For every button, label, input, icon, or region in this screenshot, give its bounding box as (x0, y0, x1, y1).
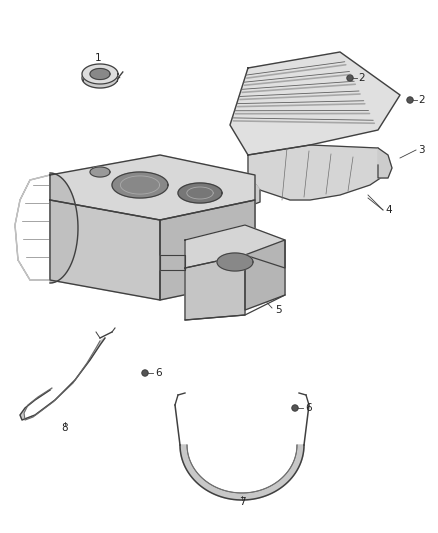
Text: 7: 7 (239, 497, 245, 507)
Polygon shape (178, 183, 222, 203)
Polygon shape (248, 145, 390, 200)
Polygon shape (160, 200, 255, 300)
Polygon shape (185, 225, 285, 268)
Text: 6: 6 (305, 403, 311, 413)
Polygon shape (245, 240, 285, 310)
Text: 3: 3 (418, 145, 424, 155)
Polygon shape (185, 255, 245, 320)
Polygon shape (180, 445, 304, 500)
Polygon shape (50, 200, 160, 300)
Polygon shape (217, 253, 253, 271)
Polygon shape (82, 64, 118, 84)
Polygon shape (82, 68, 118, 88)
Polygon shape (378, 148, 392, 178)
Polygon shape (50, 173, 78, 283)
Text: 1: 1 (95, 53, 101, 63)
Polygon shape (15, 175, 50, 280)
Text: 8: 8 (62, 423, 68, 433)
Text: 5: 5 (275, 305, 282, 315)
Polygon shape (347, 75, 353, 81)
Polygon shape (240, 175, 260, 205)
Text: 2: 2 (418, 95, 424, 105)
Text: 4: 4 (385, 205, 392, 215)
Text: 6: 6 (155, 368, 162, 378)
Polygon shape (112, 172, 168, 198)
Text: 2: 2 (358, 73, 364, 83)
Polygon shape (90, 69, 110, 79)
Polygon shape (90, 167, 110, 177)
Polygon shape (292, 405, 298, 411)
Polygon shape (407, 97, 413, 103)
Polygon shape (50, 155, 255, 220)
Polygon shape (230, 52, 400, 155)
Polygon shape (142, 370, 148, 376)
Polygon shape (20, 338, 105, 420)
Polygon shape (160, 255, 185, 270)
